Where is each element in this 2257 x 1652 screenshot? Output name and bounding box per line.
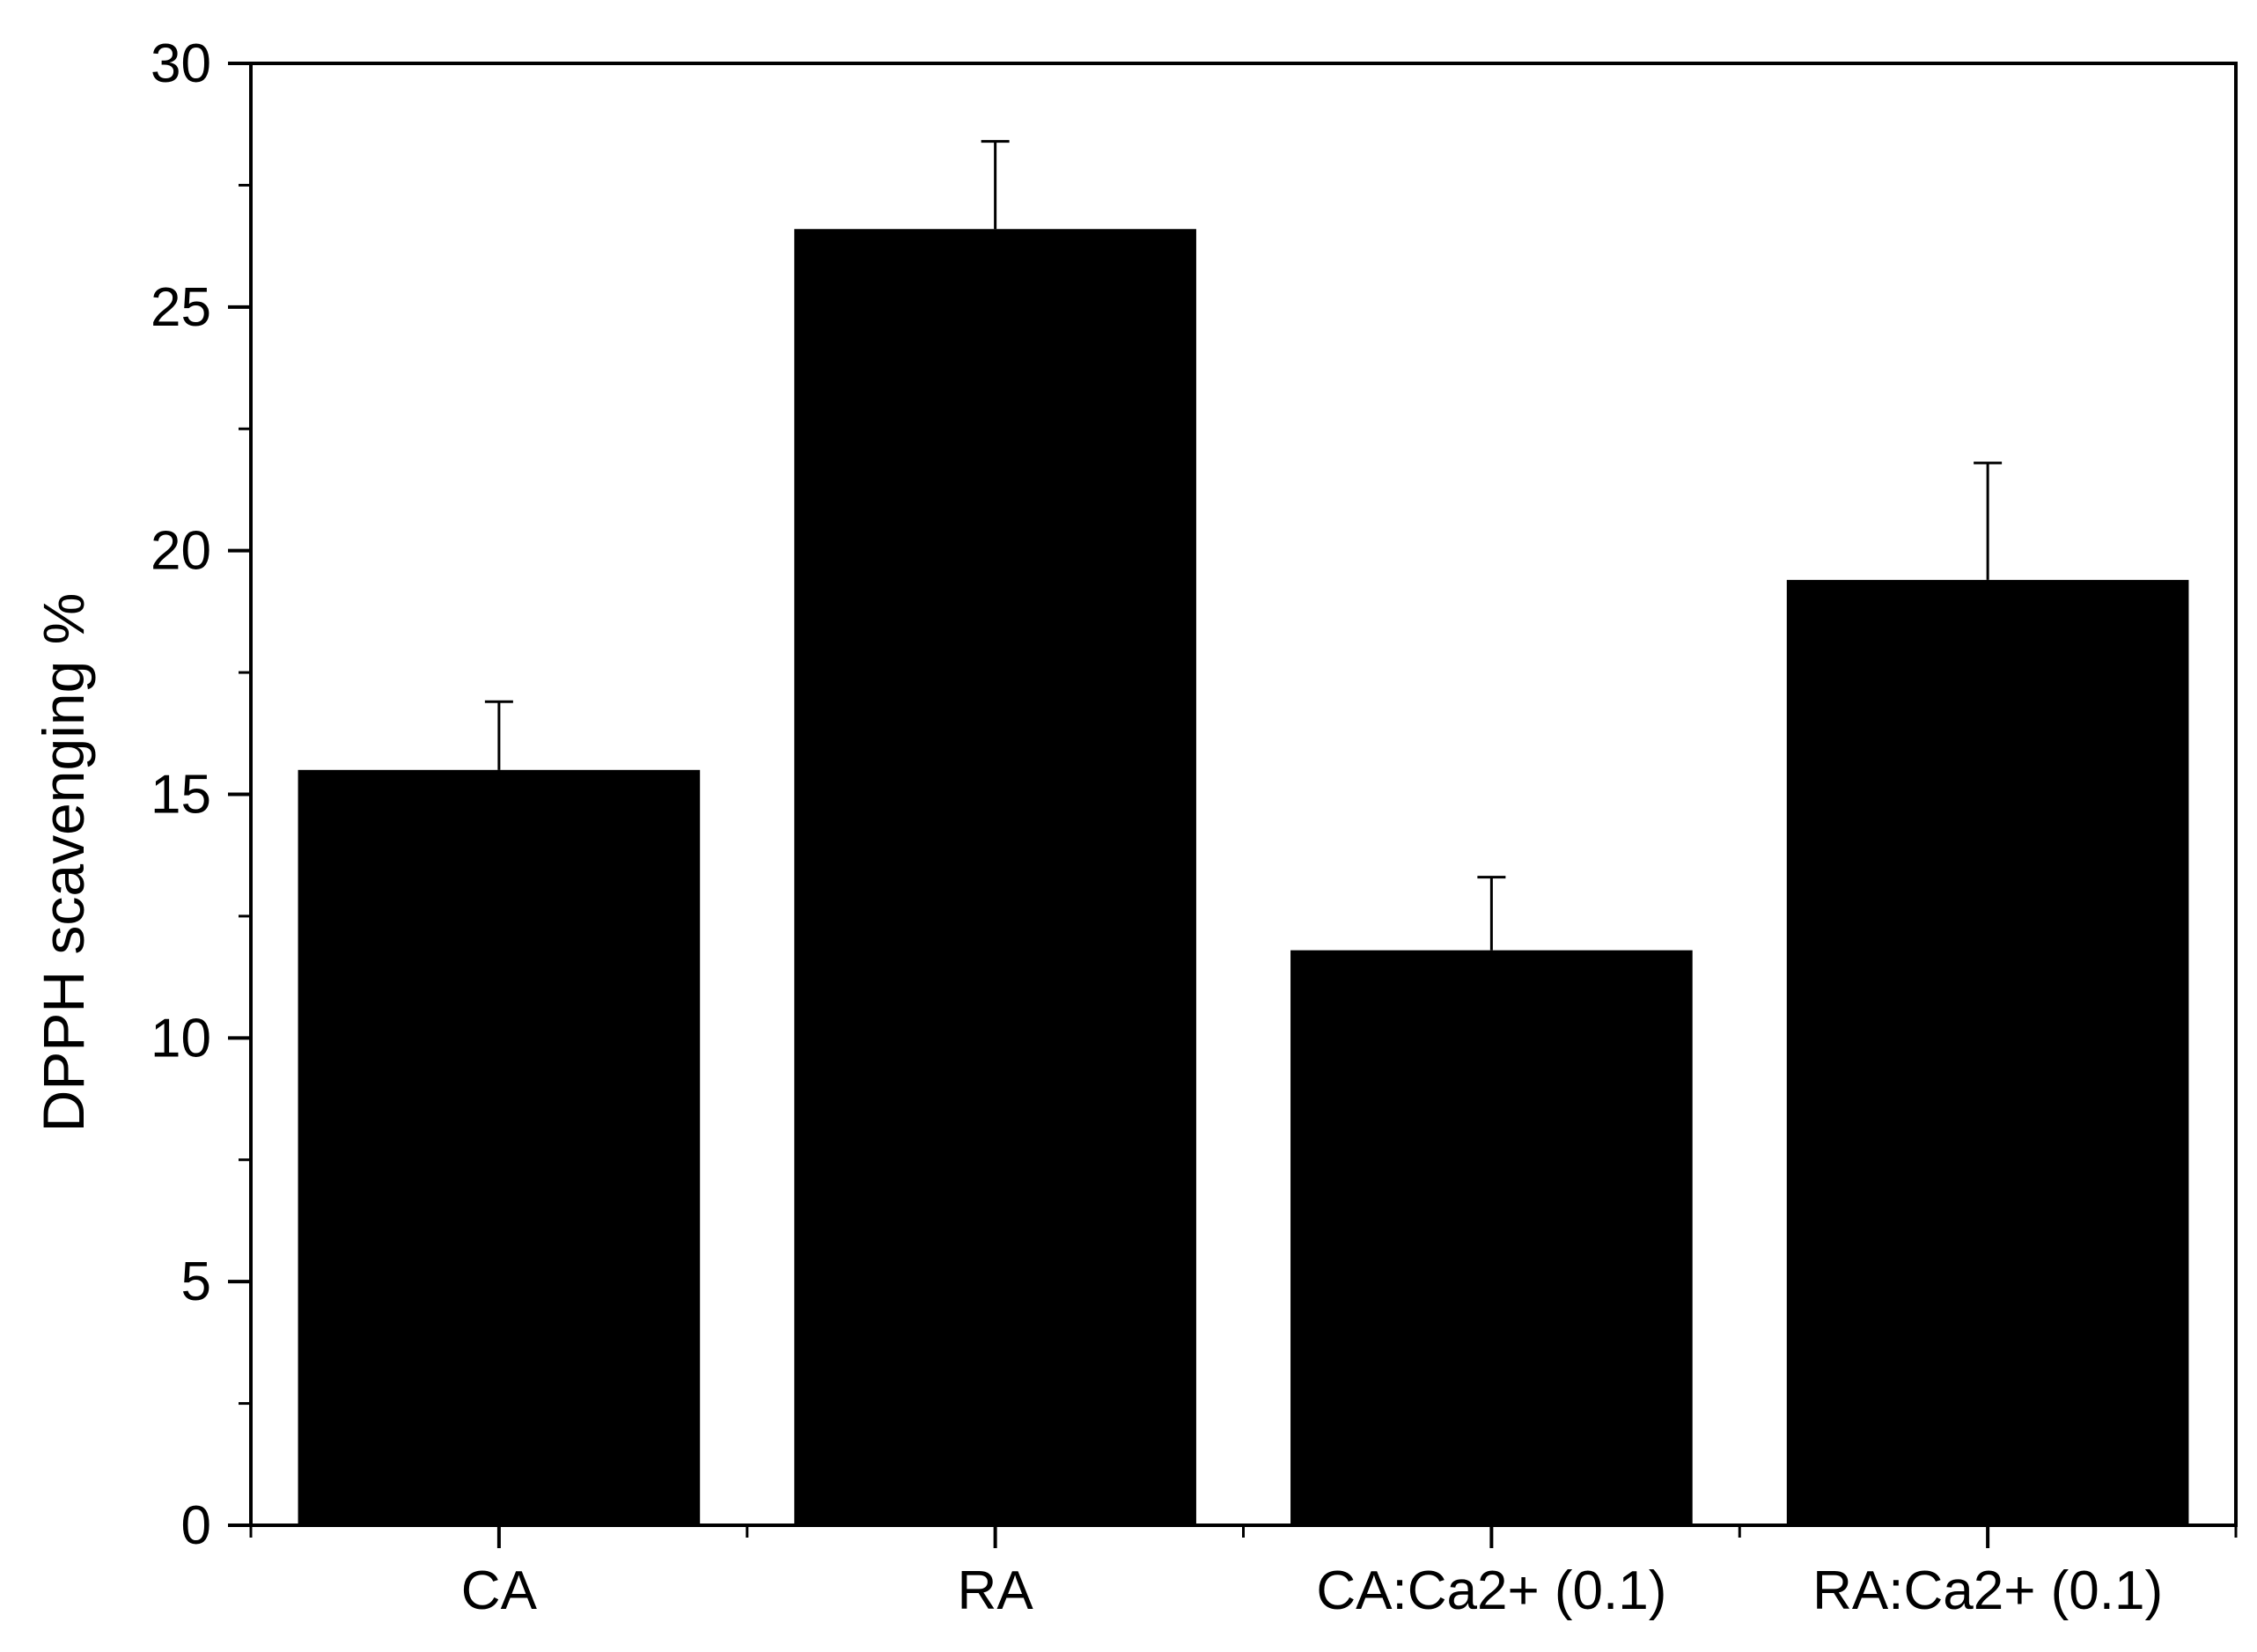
y-tick-label: 0 [181,1495,211,1556]
ticks-layer: 0 5 10 15 20 25 30 CA RA CA:Ca2+ (0.1) RA:Ca2+ (0.… [151,33,2238,1621]
bar [1290,950,1693,1525]
bar [794,229,1196,1525]
y-tick-label: 30 [151,33,211,94]
y-axis-title: DPPH scavenging % [31,593,96,1133]
error-bars-layer [484,140,2003,951]
bar [298,769,701,1525]
y-tick-label: 25 [151,277,211,338]
y-tick-label: 5 [181,1252,211,1312]
y-tick-label: 20 [151,521,211,582]
x-tick-label: RA [958,1560,1034,1621]
x-tick-label: CA:Ca2+ (0.1) [1316,1560,1666,1621]
x-tick-label: RA:Ca2+ (0.1) [1812,1560,2163,1621]
y-tick-label: 10 [151,1008,211,1068]
bars-layer [298,229,2189,1525]
x-tick-label: CA [461,1560,538,1621]
bar [1786,579,2189,1525]
y-tick-label: 15 [151,765,211,826]
